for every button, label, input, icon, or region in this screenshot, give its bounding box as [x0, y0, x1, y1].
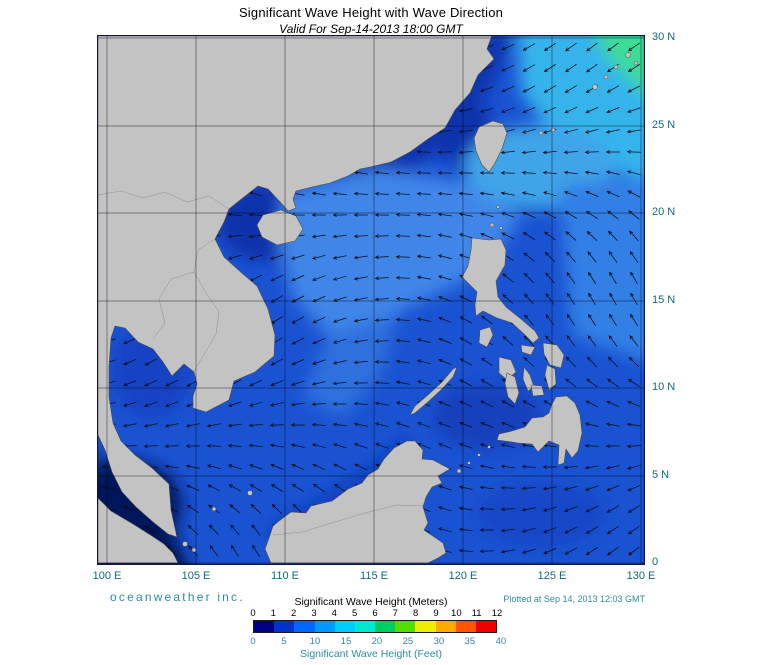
country-borders — [97, 190, 424, 536]
legend-feet-tick: 5 — [281, 636, 287, 647]
land-samar — [542, 342, 565, 369]
legend-meters-tick: 3 — [311, 608, 317, 619]
plotted-timestamp: Plotted at Sep 14, 2013 12:03 GMT — [503, 594, 645, 604]
lat-axis-label: 30 N — [652, 31, 676, 43]
lat-axis-label: 15 N — [652, 293, 676, 306]
land-borneo — [264, 440, 451, 564]
legend-color-segment — [475, 621, 497, 632]
land-palawan — [409, 366, 458, 416]
page-subtitle: Valid For Sep-14-2013 18:00 GMT — [279, 22, 463, 36]
legend-meters-ticks: 0 1 2 3 4 5 6 7 8 9 10 11 12 — [250, 608, 505, 619]
legend-meters-tick: 9 — [433, 608, 439, 619]
title-block: Significant Wave Height with Wave Direct… — [97, 5, 645, 36]
lon-axis-label: 110 E — [271, 570, 299, 582]
map-svg — [97, 35, 645, 565]
legend-color-segment — [294, 621, 315, 632]
legend-meters-tick: 1 — [270, 608, 276, 619]
land-luzon — [461, 237, 540, 344]
legend-feet-tick: 30 — [433, 636, 445, 647]
legend-feet-tick: 20 — [371, 636, 383, 647]
page-title: Significant Wave Height with Wave Direct… — [238, 5, 504, 20]
lon-axis-label: 130 E — [626, 570, 656, 582]
legend-meters-tick: 5 — [352, 608, 358, 619]
lat-axis-label: 0 — [652, 556, 659, 568]
lon-axis-label: 115 E — [360, 570, 388, 582]
lon-axis-label: 125 E — [537, 570, 567, 582]
legend-meters-tick: 2 — [291, 608, 297, 619]
land-taiwan — [473, 120, 508, 173]
lat-axis-label: 10 N — [652, 381, 676, 393]
land-hainan — [256, 209, 304, 246]
legend-meters-tick: 8 — [413, 608, 419, 619]
legend-meters-label: Significant Wave Height (Meters) — [294, 596, 448, 608]
legend-feet-tick: 35 — [464, 636, 476, 647]
legend-meters-tick: 10 — [451, 608, 462, 619]
latitude-axis: 30 N 25 N 20 N 15 N 10 N 5 N 0 — [652, 31, 694, 568]
land-leyte — [544, 364, 557, 391]
map-frame — [97, 35, 645, 565]
legend-colorbar — [253, 620, 497, 633]
longitude-axis: 100 E 105 E 110 E 115 E 120 E 125 E 130 E — [93, 570, 656, 584]
legend-color-segment — [354, 621, 376, 632]
legend-color-segment — [254, 621, 275, 632]
legend-meters-tick: 7 — [392, 608, 398, 619]
legend-meters-tick: 6 — [372, 608, 378, 619]
land-negros — [504, 372, 520, 405]
land-masbate — [520, 344, 536, 356]
legend-feet-tick: 25 — [402, 636, 414, 647]
legend-color-segment — [375, 621, 396, 632]
legend-color-segment — [455, 621, 476, 632]
legend-meters-tick: 4 — [331, 608, 337, 619]
lat-axis-label: 25 N — [652, 118, 676, 131]
small-islands — [182, 52, 639, 553]
lon-axis-label: 105 E — [181, 570, 211, 582]
legend-feet-tick: 10 — [309, 636, 321, 647]
land-mindoro — [478, 326, 494, 348]
lat-axis-label: 20 N — [652, 206, 676, 218]
legend-color-segment — [274, 621, 295, 632]
legend-color-segment — [395, 621, 416, 632]
lat-axis-label: 5 N — [652, 468, 670, 481]
lon-axis-label: 120 E — [448, 570, 478, 582]
legend-meters-tick: 11 — [471, 608, 482, 619]
land-mindanao — [496, 395, 583, 466]
grid-layer — [97, 35, 645, 565]
lon-axis-label: 100 E — [92, 570, 122, 582]
legend-feet-tick: 40 — [495, 636, 507, 647]
legend-color-segment — [435, 621, 456, 632]
legend-color-segment — [314, 621, 335, 632]
legend-feet-tick: 15 — [340, 636, 352, 647]
legend-color-segment — [334, 621, 355, 632]
legend-meters-tick: 0 — [250, 608, 256, 619]
map-container — [97, 35, 645, 565]
oceanweather-brand: oceanweather inc. — [110, 590, 245, 604]
legend-feet-tick: 0 — [250, 636, 256, 647]
legend-color-segment — [415, 621, 436, 632]
land-bohol — [530, 384, 545, 397]
legend-feet-ticks: 0 5 10 15 20 25 30 35 40 — [250, 636, 515, 647]
legend-meters-tick: 12 — [491, 608, 503, 619]
legend-feet-label: Significant Wave Height (Feet) — [299, 648, 442, 660]
